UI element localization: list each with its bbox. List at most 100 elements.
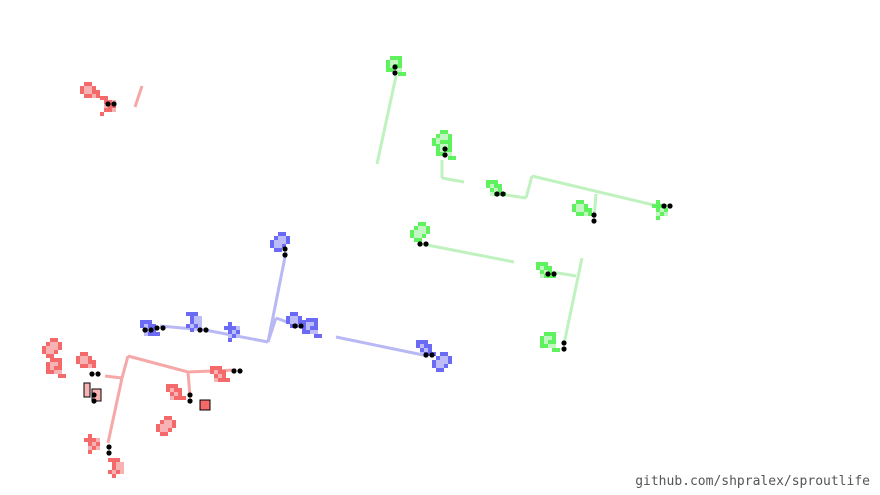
organism-center-dot: [91, 398, 97, 404]
green-organism-cell: [544, 344, 548, 348]
red-organism-cell: [58, 346, 62, 350]
red-organism-cell: [54, 366, 58, 370]
blue-organism-cell: [282, 232, 286, 236]
red-stem: [106, 377, 124, 444]
blue-organism-cell: [228, 322, 232, 326]
green-organism-cell: [584, 204, 588, 208]
green-organism-cell: [552, 336, 556, 340]
green-organism-cell: [536, 262, 540, 266]
red-organism-cell: [112, 474, 116, 478]
red-organism-cell: [46, 370, 50, 374]
red-organism-cell: [88, 360, 92, 364]
blue-organism-cell: [148, 320, 152, 324]
red-organism-cell: [174, 384, 178, 388]
blue-organism-cell: [302, 322, 306, 326]
red-stem: [104, 374, 123, 380]
red-organism-cell: [62, 374, 66, 378]
red-organism-cell: [210, 366, 214, 370]
blue-organism-cell: [294, 312, 298, 316]
blue-organism-cell: [428, 348, 432, 352]
blue-organism-cell: [156, 332, 160, 336]
organism-center-dot: [160, 325, 166, 331]
green-organism-cell: [498, 192, 502, 196]
red-organism-cell: [112, 466, 116, 470]
red-organism-cell: [170, 392, 174, 396]
blue-organism-cell: [314, 334, 318, 338]
blue-organism-cell: [424, 344, 428, 348]
red-organism-cell: [96, 90, 100, 94]
green-organism-cell: [576, 212, 580, 216]
green-organism-cell: [418, 222, 422, 226]
blue-organism-cell: [432, 360, 436, 364]
red-organism-cell: [218, 378, 222, 382]
green-organism-cell: [386, 60, 390, 64]
blue-organism-cell: [302, 326, 306, 330]
green-organism-cell: [588, 212, 592, 216]
organism-center-dot: [429, 352, 435, 358]
organism-center-dot: [545, 271, 551, 277]
red-organism-cell: [42, 350, 46, 354]
organism-center-dot: [282, 246, 288, 252]
green-organism-cell: [410, 230, 414, 234]
red-organism-cell: [226, 378, 230, 382]
blue-organism-cell: [440, 368, 444, 372]
red-organism-cell: [46, 362, 50, 366]
green-organism-cell: [552, 340, 556, 344]
red-organism-cell: [88, 450, 92, 454]
blue-organism-cell: [314, 326, 318, 330]
blue-organism-cell: [424, 340, 428, 344]
organism-center-dot: [187, 392, 193, 398]
organism-cells: [42, 56, 668, 478]
green-organism-cell: [486, 184, 490, 188]
organism-center-dot: [91, 392, 97, 398]
green-organism-cell: [656, 208, 660, 212]
organism-center-dot: [442, 146, 448, 152]
green-organism-cell: [556, 348, 560, 352]
red-organism-cell: [170, 384, 174, 388]
green-organism-cell: [572, 208, 576, 212]
red-stem: [133, 85, 144, 108]
red-organism-cell: [92, 438, 96, 442]
green-organism-cell: [444, 130, 448, 134]
red-organism-cell: [46, 366, 50, 370]
red-organism-cell: [168, 416, 172, 420]
blue-organism-cell: [194, 324, 198, 328]
red-organism-cell: [76, 360, 80, 364]
blue-organism-cell: [306, 318, 310, 322]
blue-organism-cell: [186, 312, 190, 316]
organism-center-dot: [111, 101, 117, 107]
green-organism-cell: [414, 238, 418, 242]
red-organism-cell: [84, 438, 88, 442]
blue-organism-cell: [448, 360, 452, 364]
red-organism-cell: [116, 470, 120, 474]
red-organism-cell: [218, 366, 222, 370]
red-organism-cell: [84, 352, 88, 356]
red-organism-cell: [58, 342, 62, 346]
blue-organism-cell: [228, 338, 232, 342]
green-organism-cell: [448, 140, 452, 144]
red-organism-cell: [108, 470, 112, 474]
red-stem: [120, 355, 130, 379]
organism-center-dot: [237, 368, 243, 374]
organism-center-dot: [231, 368, 237, 374]
organism-center-dot: [667, 203, 673, 209]
blue-organism-cell: [286, 236, 290, 240]
blue-organism-cell: [444, 352, 448, 356]
blue-stem: [335, 335, 429, 358]
green-organism-cell: [656, 216, 660, 220]
green-organism-cell: [448, 148, 452, 152]
blue-organism-cell: [274, 236, 278, 240]
red-organism-cell: [92, 90, 96, 94]
green-organism-cell: [548, 332, 552, 336]
red-organism-cell: [88, 434, 92, 438]
red-organism-cell: [218, 370, 222, 374]
organism-center-dot: [561, 340, 567, 346]
green-organism-cell: [444, 140, 448, 144]
organism-center-dot: [105, 101, 111, 107]
red-organism-cell: [168, 428, 172, 432]
green-organism-cell: [652, 204, 656, 208]
blue-organism-cell: [420, 348, 424, 352]
blue-organism-cell: [190, 320, 194, 324]
organism-center-dot: [106, 444, 112, 450]
